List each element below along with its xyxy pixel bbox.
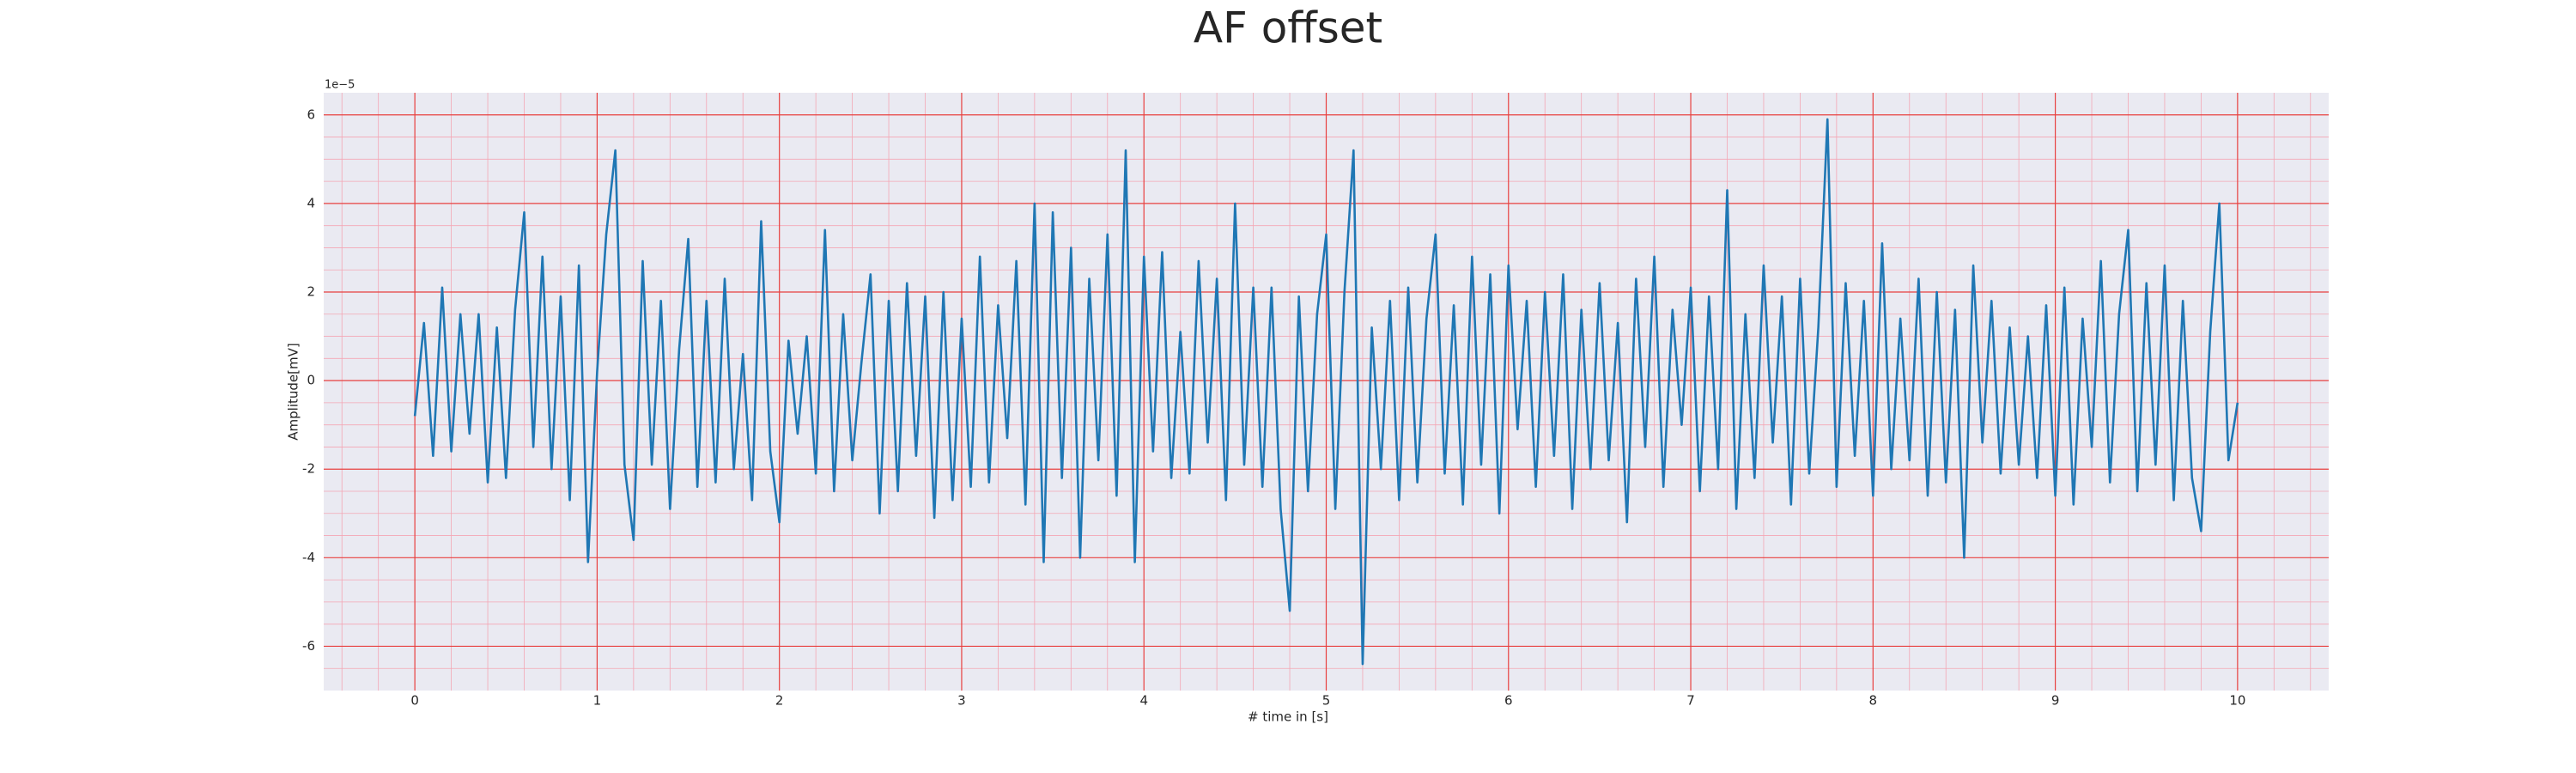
- chart-title: AF offset: [1194, 3, 1382, 53]
- x-tick-label: 10: [2229, 693, 2245, 709]
- x-tick-label: 5: [1322, 693, 1331, 709]
- y-tick-label: 4: [307, 195, 315, 210]
- y-tick-label: 0: [307, 373, 315, 388]
- x-tick-label: 6: [1504, 693, 1513, 709]
- x-tick-label: 7: [1686, 693, 1695, 709]
- x-axis-label: # time in [s]: [1248, 709, 1328, 725]
- x-tick-label: 1: [593, 693, 602, 709]
- y-axis-label: Amplitude[mV]: [286, 343, 301, 440]
- y-tick-label: -4: [302, 550, 315, 565]
- x-tick-label: 3: [957, 693, 966, 709]
- x-tick-label: 8: [1869, 693, 1878, 709]
- x-tick-label: 9: [2051, 693, 2060, 709]
- y-offset-label: 1e−5: [325, 79, 355, 92]
- x-tick-label: 4: [1139, 693, 1148, 709]
- y-tick-label: -2: [302, 461, 315, 477]
- y-tick-label: 2: [307, 284, 315, 300]
- x-tick-label: 2: [775, 693, 784, 709]
- y-tick-label: 6: [307, 107, 315, 122]
- y-tick-label: -6: [302, 638, 315, 654]
- x-tick-label: 0: [410, 693, 419, 709]
- data-line: [413, 118, 2239, 666]
